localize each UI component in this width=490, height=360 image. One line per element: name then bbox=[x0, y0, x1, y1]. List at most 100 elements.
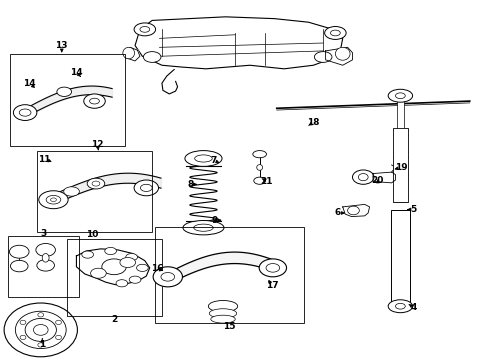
Bar bbox=[8, 235, 79, 297]
Text: 18: 18 bbox=[307, 118, 319, 127]
Ellipse shape bbox=[315, 51, 332, 62]
Ellipse shape bbox=[120, 257, 136, 267]
Text: 10: 10 bbox=[86, 230, 99, 239]
Bar bbox=[391, 211, 410, 304]
Ellipse shape bbox=[20, 335, 26, 339]
Ellipse shape bbox=[91, 268, 106, 278]
Bar bbox=[392, 128, 408, 202]
Text: 17: 17 bbox=[266, 281, 278, 290]
Ellipse shape bbox=[36, 243, 55, 256]
Ellipse shape bbox=[42, 253, 49, 262]
Text: 6: 6 bbox=[335, 208, 341, 217]
Ellipse shape bbox=[134, 23, 156, 36]
Ellipse shape bbox=[185, 150, 222, 166]
Ellipse shape bbox=[116, 280, 128, 287]
Ellipse shape bbox=[129, 276, 141, 283]
Ellipse shape bbox=[105, 247, 117, 255]
Text: 16: 16 bbox=[151, 265, 163, 274]
Text: 13: 13 bbox=[55, 41, 68, 50]
Bar bbox=[37, 151, 152, 232]
Ellipse shape bbox=[335, 47, 350, 60]
Ellipse shape bbox=[37, 260, 54, 271]
Ellipse shape bbox=[141, 184, 152, 192]
Ellipse shape bbox=[144, 51, 161, 62]
Ellipse shape bbox=[358, 174, 368, 181]
Bar bbox=[67, 239, 162, 316]
Text: 12: 12 bbox=[91, 140, 104, 149]
Ellipse shape bbox=[208, 301, 238, 312]
Ellipse shape bbox=[13, 105, 37, 121]
Ellipse shape bbox=[15, 311, 66, 348]
Ellipse shape bbox=[253, 150, 267, 158]
Ellipse shape bbox=[395, 303, 405, 309]
Ellipse shape bbox=[19, 109, 31, 116]
Text: 7: 7 bbox=[210, 156, 217, 165]
Ellipse shape bbox=[38, 343, 44, 347]
Ellipse shape bbox=[183, 221, 224, 235]
Text: 20: 20 bbox=[372, 176, 384, 185]
Ellipse shape bbox=[50, 198, 56, 202]
Text: 14: 14 bbox=[70, 68, 83, 77]
Text: 9: 9 bbox=[212, 216, 218, 225]
Polygon shape bbox=[326, 47, 352, 65]
Text: 14: 14 bbox=[23, 79, 35, 88]
Ellipse shape bbox=[211, 315, 235, 323]
Text: 19: 19 bbox=[395, 163, 408, 172]
Ellipse shape bbox=[134, 180, 159, 196]
Polygon shape bbox=[135, 17, 343, 69]
Polygon shape bbox=[343, 204, 369, 217]
Bar bbox=[397, 99, 404, 128]
Text: 21: 21 bbox=[261, 177, 273, 186]
Ellipse shape bbox=[46, 195, 61, 204]
Ellipse shape bbox=[388, 89, 413, 102]
Text: 3: 3 bbox=[41, 229, 47, 238]
Text: 11: 11 bbox=[38, 155, 51, 164]
Ellipse shape bbox=[137, 264, 148, 271]
Ellipse shape bbox=[38, 313, 44, 317]
Text: 8: 8 bbox=[187, 180, 194, 189]
Ellipse shape bbox=[126, 253, 138, 261]
Text: 4: 4 bbox=[411, 303, 417, 312]
Polygon shape bbox=[76, 249, 150, 285]
Ellipse shape bbox=[123, 47, 135, 59]
Ellipse shape bbox=[55, 320, 61, 324]
Ellipse shape bbox=[55, 335, 61, 339]
Ellipse shape bbox=[140, 27, 150, 32]
Ellipse shape bbox=[25, 319, 56, 341]
Ellipse shape bbox=[84, 94, 105, 108]
Polygon shape bbox=[373, 172, 395, 183]
Ellipse shape bbox=[195, 155, 212, 162]
Ellipse shape bbox=[347, 206, 359, 215]
Bar bbox=[10, 54, 125, 146]
Ellipse shape bbox=[82, 251, 94, 258]
Text: 2: 2 bbox=[111, 315, 117, 324]
Ellipse shape bbox=[388, 300, 413, 313]
Ellipse shape bbox=[33, 324, 48, 335]
Ellipse shape bbox=[194, 224, 213, 231]
Polygon shape bbox=[125, 47, 140, 61]
Ellipse shape bbox=[331, 30, 340, 36]
Ellipse shape bbox=[87, 178, 105, 189]
Ellipse shape bbox=[325, 27, 346, 40]
Ellipse shape bbox=[20, 320, 26, 324]
Ellipse shape bbox=[209, 309, 237, 318]
Ellipse shape bbox=[10, 260, 28, 272]
Ellipse shape bbox=[102, 259, 126, 275]
Ellipse shape bbox=[153, 267, 182, 287]
Ellipse shape bbox=[257, 165, 263, 170]
Ellipse shape bbox=[57, 87, 72, 96]
Ellipse shape bbox=[64, 187, 79, 196]
Ellipse shape bbox=[92, 181, 100, 186]
Text: 1: 1 bbox=[39, 340, 46, 349]
Ellipse shape bbox=[266, 264, 280, 272]
Ellipse shape bbox=[254, 177, 266, 184]
Bar bbox=[155, 226, 304, 323]
Text: 5: 5 bbox=[411, 205, 416, 214]
Ellipse shape bbox=[4, 303, 77, 357]
Text: 15: 15 bbox=[223, 322, 236, 331]
Ellipse shape bbox=[9, 245, 29, 258]
Ellipse shape bbox=[161, 273, 174, 281]
Ellipse shape bbox=[395, 93, 405, 99]
Ellipse shape bbox=[90, 98, 99, 104]
Ellipse shape bbox=[352, 170, 374, 184]
